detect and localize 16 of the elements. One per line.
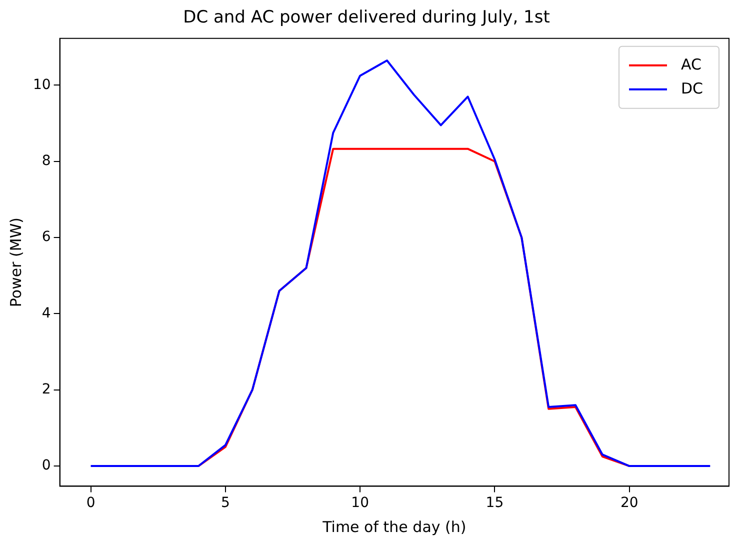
y-tick-label: 6: [42, 229, 51, 246]
chart-title: DC and AC power delivered during July, 1st: [183, 8, 550, 28]
x-tick-label: 5: [220, 495, 230, 512]
legend-label: AC: [681, 55, 702, 74]
x-tick-label: 20: [620, 495, 638, 512]
y-tick-label: 4: [42, 305, 51, 322]
x-tick-label: 10: [351, 495, 369, 512]
legend-label: DC: [681, 79, 704, 98]
y-axis-title: Power (MW): [6, 217, 25, 308]
x-axis-title: Time of the day (h): [322, 518, 466, 536]
x-tick-label: 15: [486, 495, 504, 512]
y-tick-label: 10: [32, 76, 51, 93]
y-tick-label: 8: [42, 153, 51, 170]
x-tick-label: 0: [86, 495, 96, 512]
y-tick-label: 0: [42, 458, 51, 474]
y-tick-label: 2: [42, 382, 51, 398]
